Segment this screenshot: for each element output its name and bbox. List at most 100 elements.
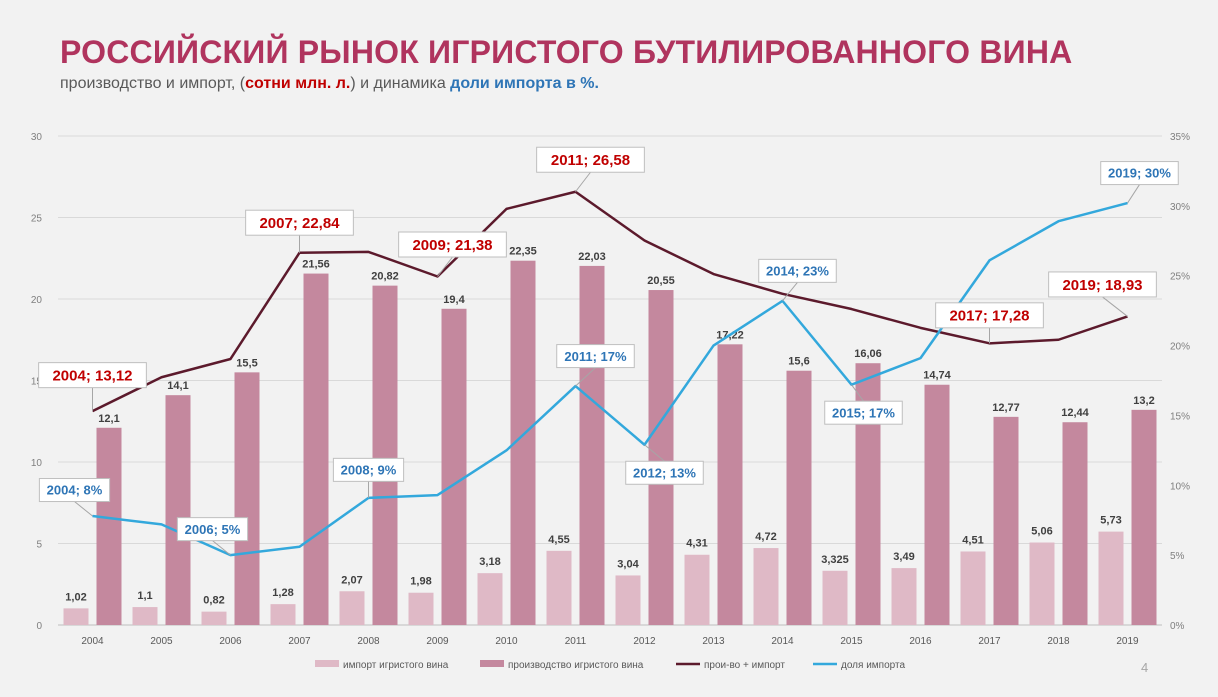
y-tick-label-right: 10%	[1170, 481, 1190, 492]
callout-label: 2015; 17%	[832, 405, 895, 420]
callout-label: 2004; 8%	[47, 483, 103, 498]
legend-item: доля импорта	[813, 660, 905, 671]
x-tick-label: 2008	[357, 636, 380, 647]
x-tick-label: 2017	[978, 636, 1001, 647]
bar-label-import: 5,73	[1100, 515, 1121, 527]
legend: импорт игристого вина производство игрист…	[315, 660, 905, 671]
callout: 2014; 23%	[758, 258, 837, 302]
callout-label: 2011; 26,58	[551, 152, 630, 169]
bar-import	[1029, 542, 1055, 625]
y-tick-label-right: 5%	[1170, 551, 1185, 562]
bar-import	[63, 608, 89, 625]
page-title: РОССИЙСКИЙ РЫНОК ИГРИСТОГО БУТИЛИРОВАННО…	[60, 34, 1073, 70]
y-axis-left: 0 5 10 15 20 25 30	[31, 132, 43, 632]
bar-label-production: 15,6	[788, 356, 809, 368]
callout-label: 2019; 18,93	[1062, 277, 1142, 294]
callout-label: 2017; 17,28	[949, 308, 1029, 325]
x-tick-label: 2009	[426, 636, 449, 647]
bar-series	[63, 260, 1157, 625]
bar-label-production: 20,55	[647, 275, 675, 287]
callout: 2004; 13,12	[38, 362, 147, 412]
bar-label-production: 15,5	[236, 357, 257, 369]
bar-label-production: 14,74	[923, 370, 951, 382]
callout: 2017; 17,28	[935, 302, 1044, 344]
legend-swatch	[315, 660, 339, 667]
bar-production	[96, 427, 122, 625]
callout-label: 2006; 5%	[185, 522, 241, 537]
x-tick-label: 2010	[495, 636, 518, 647]
legend-swatch	[480, 660, 504, 667]
bar-label-production: 12,1	[98, 413, 119, 425]
callout-label: 2011; 17%	[564, 349, 627, 364]
x-tick-label: 2012	[633, 636, 656, 647]
bar-import	[1098, 531, 1124, 625]
x-tick-label: 2007	[288, 636, 311, 647]
bar-label-production: 16,06	[854, 348, 882, 360]
bar-import	[339, 591, 365, 625]
bar-label-production: 12,77	[992, 402, 1020, 414]
legend-label: прои-во + импорт	[704, 660, 785, 671]
bar-label-import: 2,07	[341, 574, 362, 586]
bar-label-production: 19,4	[443, 294, 465, 306]
bar-label-import: 3,325	[821, 554, 849, 566]
callout-label: 2014; 23%	[766, 264, 829, 279]
legend-label: производство игристого вина	[508, 660, 644, 671]
bar-import	[684, 554, 710, 625]
callout-box	[824, 400, 903, 425]
x-tick-label: 2014	[771, 636, 794, 647]
callout-label: 2008; 9%	[341, 463, 397, 478]
bar-production	[579, 265, 605, 625]
x-tick-label: 2005	[150, 636, 173, 647]
bar-production	[924, 384, 950, 625]
bar-label-import: 4,51	[962, 534, 983, 546]
bar-label-import: 1,28	[272, 587, 293, 599]
callout-box	[625, 460, 704, 485]
callout-box	[758, 258, 837, 283]
callout-leader	[575, 367, 596, 387]
callout-label: 2009; 21,38	[412, 237, 492, 254]
callout: 2006; 5%	[176, 517, 249, 556]
bar-import	[822, 570, 848, 625]
y-tick-label-left: 0	[36, 621, 42, 632]
bar-production	[786, 370, 812, 625]
legend-item: прои-во + импорт	[676, 660, 785, 671]
bar-label-production: 14,1	[167, 380, 188, 392]
subtitle-unit: сотни млн. л.	[245, 75, 351, 92]
callout-box	[536, 146, 645, 173]
callout-box	[176, 517, 249, 542]
callout-leader	[782, 282, 798, 302]
callout: 2011; 26,58	[536, 146, 645, 193]
bar-labels: 1,02 12,1 1,1 14,1 0,82 15,5 1,28 21,56 2,07 20,8…	[65, 246, 1154, 607]
bar-production	[717, 344, 743, 625]
callout-box	[556, 344, 635, 369]
x-tick-label: 2004	[81, 636, 104, 647]
callout-label: 2019; 30%	[1108, 166, 1171, 181]
callout-box	[1100, 161, 1179, 186]
legend-label: импорт игристого вина	[343, 660, 449, 671]
bar-import	[270, 604, 296, 625]
callout: 2009; 21,38	[398, 231, 507, 277]
bar-label-production: 21,56	[302, 259, 330, 271]
callout-leader	[212, 540, 231, 556]
bar-production	[648, 290, 674, 625]
x-tick-label: 2018	[1047, 636, 1070, 647]
bar-label-production: 22,35	[509, 246, 537, 258]
bar-label-production: 22,03	[578, 251, 606, 263]
bar-production	[1062, 422, 1088, 625]
y-tick-label-right: 30%	[1170, 202, 1190, 213]
bar-production	[165, 395, 191, 625]
page-number: 4	[1141, 660, 1149, 675]
x-tick-label: 2019	[1116, 636, 1139, 647]
subtitle-text-1: производство и импорт, (	[60, 75, 246, 92]
callout: 2004; 8%	[38, 478, 111, 517]
callout-box	[245, 209, 354, 236]
callout-box	[38, 362, 147, 389]
bar-label-import: 4,31	[686, 538, 707, 550]
callout-leader	[1127, 184, 1140, 204]
bar-label-import: 4,55	[548, 534, 569, 546]
x-tick-label: 2016	[909, 636, 932, 647]
callout-box	[1048, 271, 1157, 298]
bar-production	[372, 285, 398, 625]
bar-label-production: 13,2	[1133, 395, 1154, 407]
bar-production	[441, 308, 467, 625]
